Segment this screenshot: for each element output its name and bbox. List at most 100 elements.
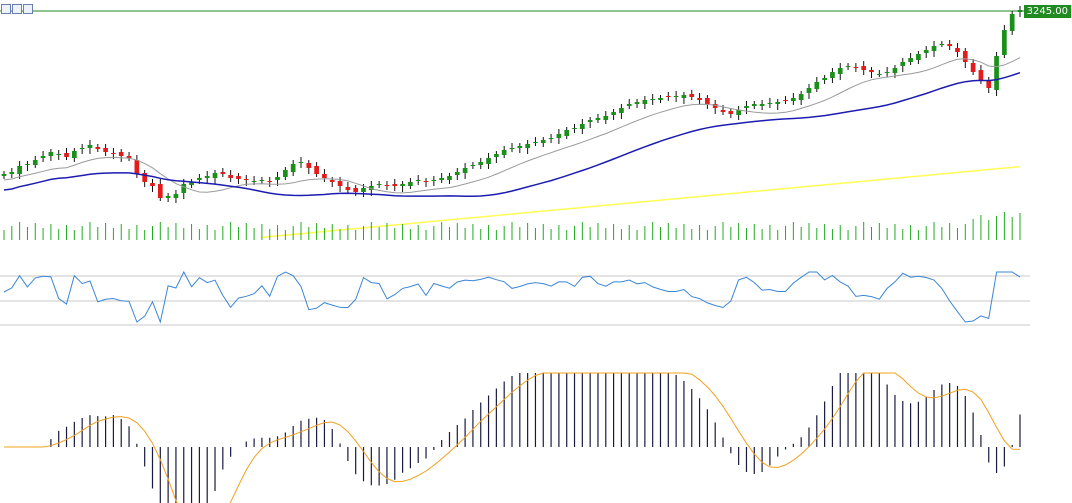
candle-body <box>126 156 132 158</box>
candle-body <box>908 58 913 62</box>
candle-body <box>361 188 366 192</box>
line-chart-icon[interactable] <box>23 4 33 14</box>
candle-body <box>384 185 390 186</box>
candle-body <box>220 172 226 174</box>
candle-body <box>861 66 867 70</box>
candle-body <box>486 158 491 164</box>
candle-body <box>71 151 77 158</box>
candle-body <box>306 163 312 168</box>
candle-body <box>329 180 335 182</box>
candle-body <box>564 130 570 136</box>
candle-body <box>251 181 257 182</box>
candle-body <box>970 63 976 72</box>
candle-body <box>25 164 30 165</box>
candle-body <box>17 166 22 174</box>
candle-body <box>884 72 890 73</box>
candle-body <box>212 173 218 178</box>
candle-body <box>204 176 210 178</box>
candle-body <box>408 182 413 186</box>
candle-body <box>751 104 757 106</box>
candle-body <box>9 172 15 174</box>
candle-body <box>267 181 273 182</box>
candle-body <box>118 152 124 156</box>
candle-body <box>189 182 194 185</box>
candle-body <box>1017 10 1023 12</box>
candle-body <box>32 160 38 165</box>
sma-long-line <box>261 165 1021 239</box>
candle-body <box>939 44 945 45</box>
candle-body <box>173 194 179 198</box>
sma-short-line <box>3 57 1021 194</box>
candle-body <box>447 176 452 180</box>
candle-body <box>931 46 937 51</box>
candle-body <box>423 181 429 182</box>
candle-body <box>376 184 382 185</box>
candle-body <box>830 72 835 78</box>
candle-body <box>494 154 499 157</box>
rsi-line <box>3 270 1021 324</box>
candle-body <box>814 82 820 89</box>
candle-body <box>181 184 187 193</box>
candle-body <box>822 78 827 80</box>
candle-body <box>1009 14 1015 31</box>
candle-body <box>806 88 812 93</box>
candle-body <box>916 54 921 60</box>
candle-body <box>744 106 749 108</box>
candle-body <box>619 108 624 113</box>
candle-body <box>994 56 999 90</box>
candle-body <box>650 99 656 100</box>
candle-body <box>150 183 155 186</box>
candle-body <box>134 160 140 174</box>
candle-body <box>345 187 351 190</box>
current-price-badge: 3245.00 <box>1023 5 1071 18</box>
candle-body <box>228 175 233 178</box>
candle-body <box>673 96 679 97</box>
bars-chart-icon[interactable] <box>1 4 11 14</box>
candle-body <box>962 51 968 62</box>
candle-body <box>736 110 741 115</box>
candle-body <box>876 74 882 75</box>
candle-body <box>798 94 804 100</box>
candle-body <box>923 50 929 53</box>
candle-body <box>236 176 241 179</box>
candle-body <box>681 95 687 98</box>
candle-body <box>869 70 874 72</box>
candle-body <box>415 180 421 181</box>
candle-body <box>791 98 796 101</box>
candle-body <box>48 152 54 156</box>
candle-body <box>658 98 663 100</box>
candle-body <box>689 94 695 97</box>
candle-body <box>243 179 249 180</box>
candle-body <box>572 128 577 129</box>
candle-body <box>368 186 374 190</box>
candle-body <box>845 66 851 67</box>
candle-body <box>556 134 562 138</box>
candle-body <box>314 166 319 174</box>
candle-body <box>642 100 648 104</box>
sma-mid-line <box>3 71 1021 198</box>
candles-chart-icon[interactable] <box>12 4 22 14</box>
candle-body <box>1002 30 1007 55</box>
candle-body <box>103 148 108 152</box>
candle-body <box>540 140 546 143</box>
candles-layer <box>1 6 1023 203</box>
candle-body <box>525 144 530 148</box>
candle-body <box>197 178 202 180</box>
candle-body <box>728 111 734 114</box>
candle-body <box>439 178 445 180</box>
candle-body <box>275 177 280 180</box>
candle-body <box>587 120 593 122</box>
candle-body <box>157 184 163 198</box>
candle-body <box>353 188 359 192</box>
candle-body <box>400 184 405 186</box>
candle-body <box>767 103 773 104</box>
volume-layer <box>3 212 1021 240</box>
candle-body <box>462 168 468 173</box>
candle-body <box>111 153 116 154</box>
candle-body <box>697 98 702 100</box>
candle-body <box>509 148 515 149</box>
candle-body <box>79 148 85 149</box>
candle-body <box>64 153 69 157</box>
candle-body <box>759 104 765 106</box>
